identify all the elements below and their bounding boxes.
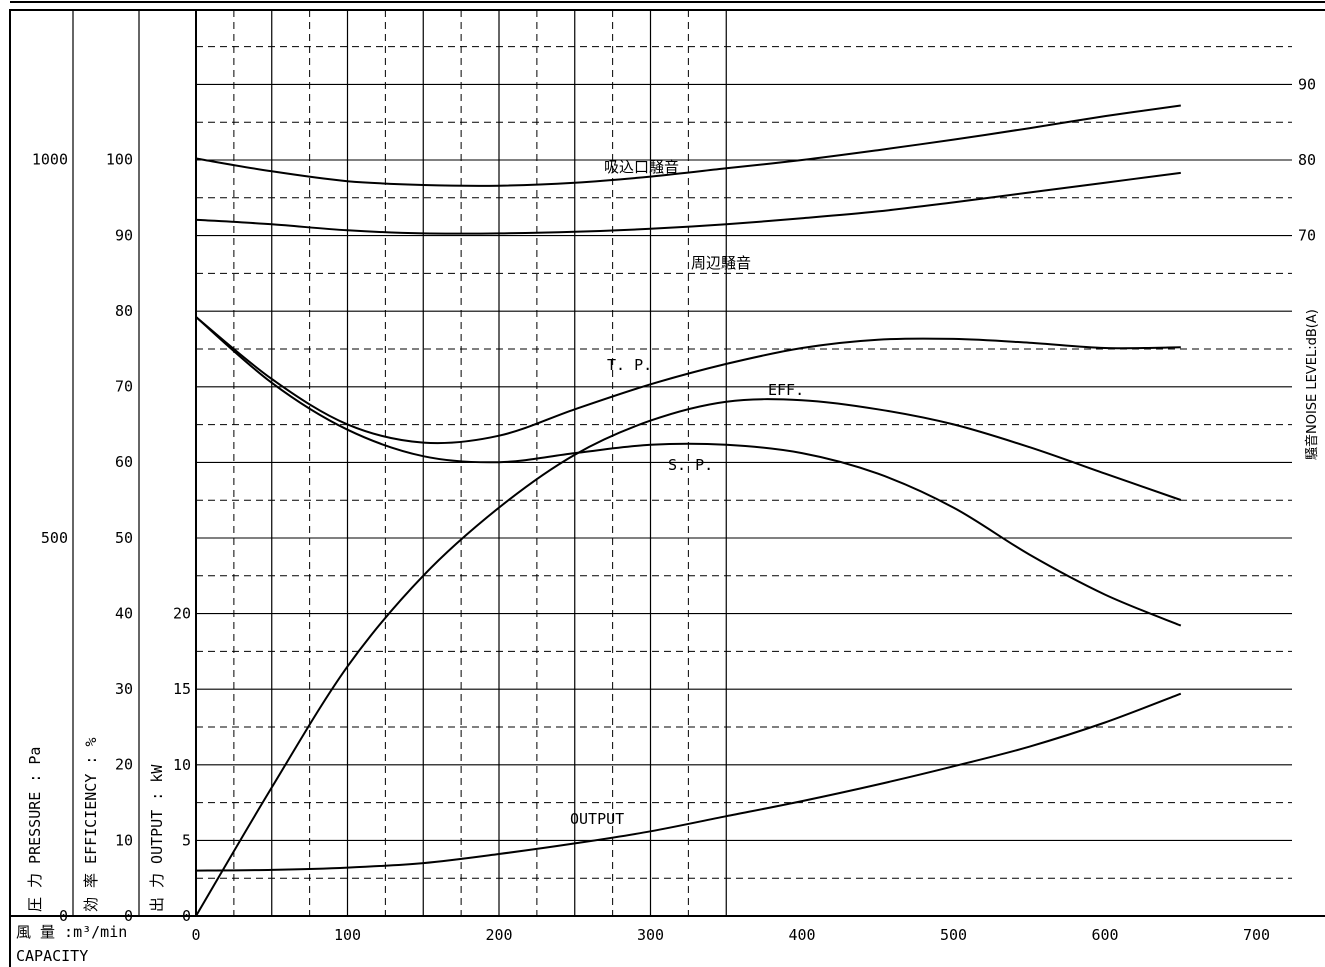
x-tick-label: 0 xyxy=(191,926,200,944)
series-label-output: OUTPUT xyxy=(570,810,624,828)
output-tick-label: 5 xyxy=(182,831,191,849)
curves xyxy=(195,104,1182,917)
axis-labels: 圧 力 PRESSURE : Pa 効 率 EFFICIENCY : % 出 力… xyxy=(16,309,1320,965)
grid xyxy=(195,10,1292,917)
efficiency-tick-label: 0 xyxy=(124,907,133,925)
efficiency-tick-label: 90 xyxy=(115,226,133,244)
efficiency-tick-label: 80 xyxy=(115,302,133,320)
x-tick-label: 400 xyxy=(788,926,815,944)
noise-axis-label: 騒音NOISE LEVEL:dB(A) xyxy=(1304,309,1320,460)
noise-tick-label: 80 xyxy=(1298,151,1316,169)
x-tick-label: 200 xyxy=(485,926,512,944)
efficiency-tick-label: 50 xyxy=(115,529,133,547)
x-axis-label-jp: 風 量 :m³/min xyxy=(16,923,127,941)
efficiency-tick-label: 30 xyxy=(115,680,133,698)
series-label-ambient-noise: 周辺騒音 xyxy=(691,254,751,272)
output-axis-label: 出 力 OUTPUT : kW xyxy=(148,764,166,912)
x-axis-label-en: CAPACITY xyxy=(16,947,88,965)
x-tick-label: 700 xyxy=(1243,926,1270,944)
noise-tick-label: 90 xyxy=(1298,75,1316,93)
efficiency-tick-label: 60 xyxy=(115,453,133,471)
series-label-eff: EFF. xyxy=(768,381,804,399)
series-label-sp: S. P. xyxy=(668,456,713,474)
efficiency-tick-label: 40 xyxy=(115,604,133,622)
efficiency-tick-label: 70 xyxy=(115,378,133,396)
output-tick-label: 0 xyxy=(182,907,191,925)
series-label-suction-noise: 吸込口騒音 xyxy=(604,158,679,176)
curve-labels: 吸込口騒音 周辺騒音 T. P. EFF. S. P. OUTPUT xyxy=(570,158,804,828)
x-tick-label: 100 xyxy=(334,926,361,944)
efficiency-tick-label: 10 xyxy=(115,831,133,849)
output-tick-label: 20 xyxy=(173,605,191,623)
x-tick-label: 500 xyxy=(940,926,967,944)
pressure-tick-label: 0 xyxy=(59,907,68,925)
series-label-tp: T. P. xyxy=(607,356,652,374)
series-line xyxy=(195,316,1181,445)
tick-labels: 0 100 200 300 400 500 600 700050010000102030405… xyxy=(32,75,1316,944)
efficiency-tick-label: 100 xyxy=(106,151,133,169)
x-tick-label: 600 xyxy=(1091,926,1118,944)
series-line xyxy=(195,316,1182,627)
series-line xyxy=(195,171,1181,235)
output-tick-label: 10 xyxy=(173,756,191,774)
pressure-tick-label: 1000 xyxy=(32,151,68,169)
pressure-tick-label: 500 xyxy=(41,529,68,547)
x-tick-label: 300 xyxy=(637,926,664,944)
series-line xyxy=(195,398,1182,917)
output-tick-label: 15 xyxy=(173,680,191,698)
series-line xyxy=(195,692,1182,872)
series-line xyxy=(195,104,1181,187)
efficiency-tick-label: 20 xyxy=(115,756,133,774)
chart-frame xyxy=(9,1,1325,967)
efficiency-axis-label: 効 率 EFFICIENCY : % xyxy=(82,738,100,913)
noise-tick-label: 70 xyxy=(1298,227,1316,245)
pressure-axis-label: 圧 力 PRESSURE : Pa xyxy=(26,747,44,912)
